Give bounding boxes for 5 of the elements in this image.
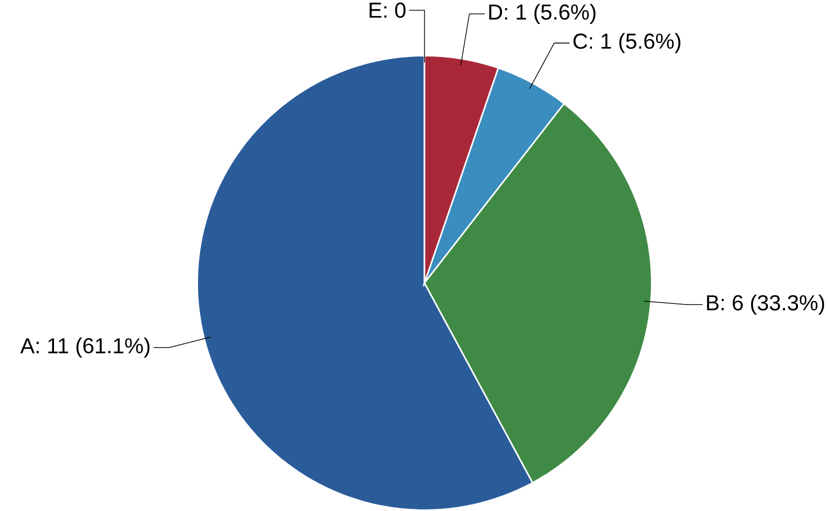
slice-label: C: 1 (5.6%) xyxy=(573,33,680,54)
slice-label: A: 11 (61.1%) xyxy=(20,338,150,358)
slice-label: B: 6 (33.3%) xyxy=(707,294,824,315)
slice-label: D: 1 (5.6%) xyxy=(489,4,596,24)
category-label: E: 0 xyxy=(370,2,406,18)
